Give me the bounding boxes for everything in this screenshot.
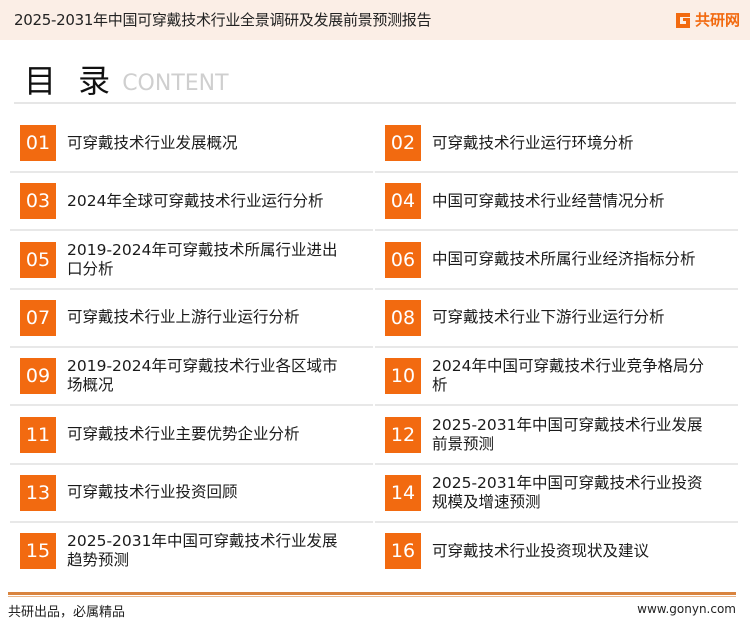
- toc-number: 05: [20, 241, 56, 278]
- toc-number: 12: [385, 416, 421, 453]
- heading-zh: 目 录: [24, 62, 117, 100]
- toc-item-16[interactable]: 16 可穿戴技术行业投资现状及建议: [385, 522, 733, 580]
- toc-item-15[interactable]: 15 2025-2031年中国可穿戴技术行业发展趋势预测: [20, 522, 368, 580]
- toc-item-07[interactable]: 07 可穿戴技术行业上游行业运行分析: [10, 289, 373, 348]
- row-divider: [375, 287, 738, 290]
- toc-item-03[interactable]: 03 2024年全球可穿戴技术行业运行分析: [10, 172, 373, 232]
- toc-number: 02: [385, 125, 421, 161]
- toc-item-04[interactable]: 04 中国可穿戴技术行业经营情况分析: [375, 172, 738, 232]
- row-divider: [375, 229, 738, 232]
- brand-logo: 共研网: [674, 9, 740, 30]
- toc-number: 10: [385, 358, 421, 395]
- toc-label: 2025-2031年中国可穿戴技术行业投资规模及增速预测: [432, 473, 703, 511]
- toc-number: 16: [385, 533, 421, 570]
- footer-slogan: 共研出品，必属精品: [8, 605, 126, 620]
- row-divider: [375, 520, 738, 523]
- row-divider: [375, 171, 738, 173]
- toc-label: 可穿戴技术行业投资现状及建议: [432, 541, 650, 560]
- heading-en: CONTENT: [122, 71, 229, 96]
- toc-number: 11: [20, 416, 56, 453]
- report-title: 2025-2031年中国可穿戴技术行业全景调研及发展前景预测报告: [14, 11, 432, 29]
- toc-label: 2025-2031年中国可穿戴技术行业发展前景预测: [432, 415, 703, 453]
- toc-item-09[interactable]: 09 2019-2024年可穿戴技术行业各区域市场概况: [10, 347, 373, 407]
- toc-number: 08: [385, 299, 421, 336]
- toc-label: 可穿戴技术行业主要优势企业分析: [67, 425, 300, 443]
- toc-label: 2019-2024年可穿戴技术行业各区域市场概况: [67, 357, 338, 395]
- row-divider: [375, 462, 738, 465]
- toc-number: 13: [20, 474, 56, 511]
- toc-item-06[interactable]: 06 中国可穿戴技术所属行业经济指标分析: [375, 231, 738, 290]
- row-divider: [10, 229, 373, 232]
- row-divider: [10, 171, 373, 173]
- toc-item-10[interactable]: 10 2024年中国可穿戴技术行业竞争格局分析: [375, 347, 738, 407]
- toc-item-02[interactable]: 02 可穿戴技术行业运行环境分析: [375, 114, 738, 173]
- toc-label: 可穿戴技术行业投资回顾: [67, 483, 238, 502]
- toc-label: 中国可穿戴技术所属行业经济指标分析: [432, 250, 696, 269]
- toc-item-12[interactable]: 12 2025-2031年中国可穿戴技术行业发展前景预测: [375, 406, 738, 465]
- toc-label: 可穿戴技术行业发展概况: [67, 133, 238, 152]
- toc-item-13[interactable]: 13 可穿戴技术行业投资回顾: [10, 464, 373, 523]
- row-divider: [375, 404, 738, 407]
- toc-number: 07: [20, 299, 56, 336]
- toc-item-14[interactable]: 14 2025-2031年中国可穿戴技术行业投资规模及增速预测: [375, 464, 738, 523]
- toc-number: 14: [385, 474, 421, 511]
- toc-number: 06: [385, 241, 421, 278]
- g-logo-icon: [675, 12, 690, 28]
- toc-label: 可穿戴技术行业下游行业运行分析: [432, 308, 665, 327]
- footer-url[interactable]: www.gonyn.com: [637, 602, 736, 616]
- toc-label: 2019-2024年可穿戴技术所属行业进出口分析: [67, 240, 338, 278]
- row-divider: [10, 462, 373, 465]
- row-divider: [375, 345, 738, 348]
- logo-text: 共研网: [694, 11, 740, 29]
- row-divider: [10, 287, 373, 290]
- toc-label: 可穿戴技术行业上游行业运行分析: [67, 308, 300, 327]
- heading-divider: [14, 102, 736, 104]
- toc-number: 03: [20, 183, 56, 220]
- toc-item-05[interactable]: 05 2019-2024年可穿戴技术所属行业进出口分析: [10, 231, 373, 290]
- toc-item-11[interactable]: 11 可穿戴技术行业主要优势企业分析: [10, 406, 373, 465]
- toc-number: 15: [20, 533, 56, 570]
- footer-divider-thin: [8, 596, 736, 597]
- toc-item-08[interactable]: 08 可穿戴技术行业下游行业运行分析: [375, 289, 738, 348]
- row-divider: [10, 520, 373, 523]
- toc-number: 01: [20, 125, 56, 161]
- row-divider: [10, 345, 373, 348]
- toc-label: 2025-2031年中国可穿戴技术行业发展趋势预测: [67, 532, 338, 570]
- toc-label: 2024年全球可穿戴技术行业运行分析: [67, 191, 324, 210]
- footer-divider: [8, 592, 736, 595]
- toc-label: 可穿戴技术行业运行环境分析: [432, 133, 634, 152]
- toc-item-01[interactable]: 01 可穿戴技术行业发展概况: [10, 114, 373, 173]
- toc-label: 中国可穿戴技术行业经营情况分析: [432, 191, 665, 210]
- toc-label: 2024年中国可穿戴技术行业竞争格局分析: [432, 357, 704, 395]
- header-bar: 2025-2031年中国可穿戴技术行业全景调研及发展前景预测报告 共研网: [0, 0, 750, 40]
- toc-heading: 目 录 CONTENT: [24, 63, 229, 99]
- row-divider: [10, 404, 373, 407]
- toc-number: 04: [385, 183, 421, 220]
- toc-number: 09: [20, 358, 56, 395]
